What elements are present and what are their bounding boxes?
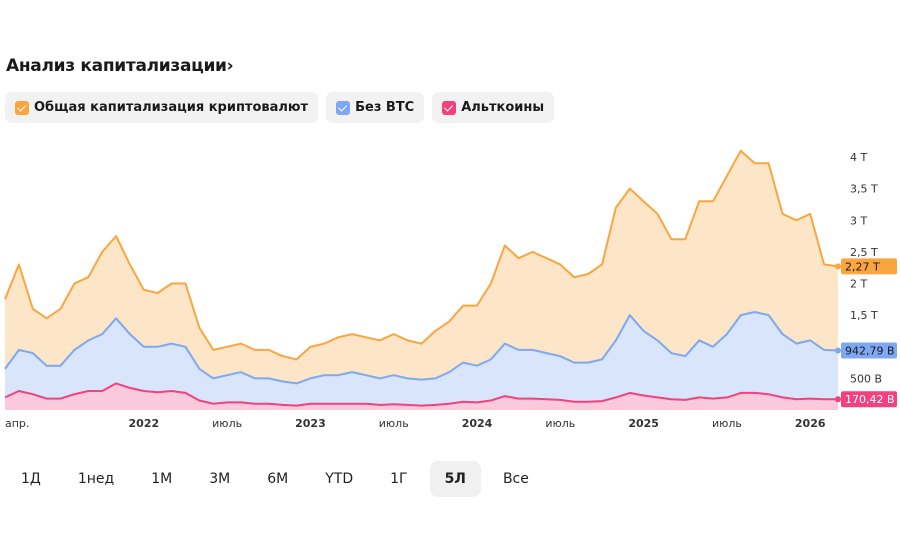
time-range-selector: 1Д 1нед 1М 3М 6М YTD 1Г 5Л Все <box>6 461 551 497</box>
x-tick-label: 2023 <box>295 417 326 430</box>
x-tick-label: апр. <box>5 417 29 430</box>
x-tick-label: июль <box>212 417 242 430</box>
checkbox-checked-icon[interactable] <box>336 100 351 115</box>
x-tick-label: 2025 <box>628 417 659 430</box>
x-tick-label: 2026 <box>795 417 826 430</box>
section-title-link[interactable]: Анализ капитализации› <box>6 56 234 76</box>
x-tick-label: июль <box>545 417 575 430</box>
last-value-label: 2,27 T <box>845 260 880 273</box>
legend-toggle-altcoins[interactable]: Альткоины <box>432 92 555 123</box>
series-end-marker <box>835 263 841 270</box>
series-line-2 <box>4 382 838 407</box>
y-tick-label: 3,5 T <box>850 183 878 196</box>
range-1m[interactable]: 1М <box>151 471 173 487</box>
y-tick-label: 3 T <box>850 214 867 227</box>
series-line-1 <box>4 311 839 385</box>
range-all[interactable]: Все <box>502 471 529 487</box>
series-area-2 <box>5 383 838 410</box>
x-tick-label: июль <box>712 417 742 430</box>
legend-toggle-ex-btc[interactable]: Без BTC <box>326 92 425 123</box>
last-value-badge <box>841 342 897 359</box>
y-tick-label: 4 T <box>850 151 867 164</box>
range-3m[interactable]: 3М <box>209 471 231 487</box>
market-cap-chart[interactable]: 2,27 T 942,79 B 170,42 B 500 B 1,5 T 2 T 2,5 T… <box>0 130 900 440</box>
y-tick-label: 500 B <box>850 372 882 385</box>
legend-label: Альткоины <box>461 100 545 115</box>
legend-label: Без BTC <box>355 100 415 115</box>
x-tick-label: июль <box>379 417 409 430</box>
section-title: Анализ капитализации <box>6 56 227 76</box>
chevron-right-icon: › <box>226 56 234 76</box>
range-1w[interactable]: 1нед <box>77 471 115 487</box>
last-value-badge <box>841 258 897 275</box>
range-5y[interactable]: 5Л <box>429 461 481 497</box>
series-end-marker <box>835 347 841 354</box>
range-1y[interactable]: 1Г <box>390 471 408 487</box>
last-value-label: 942,79 B <box>845 345 895 358</box>
legend-toggle-total[interactable]: Общая капитализация криптовалют <box>5 92 319 123</box>
y-tick-label: 1,5 T <box>850 309 878 322</box>
range-ytd[interactable]: YTD <box>325 471 354 487</box>
legend-label: Общая капитализация криптовалют <box>34 100 309 115</box>
series-area-1 <box>5 312 838 410</box>
x-tick-label: 2022 <box>129 417 160 430</box>
range-6m[interactable]: 6М <box>267 471 289 487</box>
series-end-marker <box>835 396 841 403</box>
legend: Общая капитализация криптовалют Без BTC … <box>5 92 555 123</box>
y-tick-label: 2,5 T <box>850 246 878 259</box>
checkbox-checked-icon[interactable] <box>442 100 457 115</box>
x-tick-label: 2024 <box>462 417 493 430</box>
last-value-badge <box>841 391 897 408</box>
last-value-label: 170,42 B <box>845 393 895 406</box>
checkbox-checked-icon[interactable] <box>15 100 29 115</box>
series-line-0 <box>4 149 839 361</box>
range-1d[interactable]: 1Д <box>21 471 41 487</box>
y-tick-label: 2 T <box>850 278 867 291</box>
